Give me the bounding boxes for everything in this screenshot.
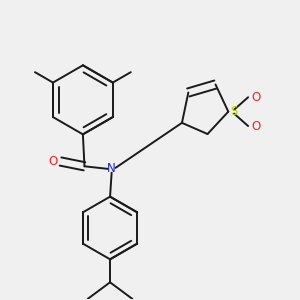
Text: O: O bbox=[49, 155, 58, 168]
Text: O: O bbox=[251, 91, 261, 104]
Text: N: N bbox=[107, 162, 116, 176]
Text: O: O bbox=[251, 119, 261, 133]
Text: S: S bbox=[230, 105, 237, 118]
